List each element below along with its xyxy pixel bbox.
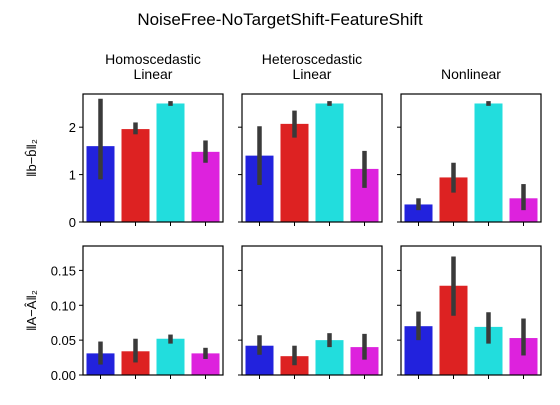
bar: [404, 204, 433, 222]
y-tick-label: 0.10: [51, 298, 76, 313]
column-titles: HomoscedasticLinearHeteroscedasticLinear…: [105, 51, 501, 82]
column-title: Nonlinear: [441, 66, 501, 82]
axes-frame: [400, 93, 542, 223]
bar: [121, 351, 150, 375]
y-axis-label: ‖b−b̂‖₂: [24, 139, 39, 177]
bar: [474, 103, 503, 222]
column-title: Linear: [134, 66, 173, 82]
axes-frame: [82, 93, 224, 223]
y-tick-label: 0.05: [51, 333, 76, 348]
panel-r0-c2: [397, 93, 542, 226]
y-tick-label: 1: [69, 168, 76, 183]
bar: [280, 356, 309, 375]
y-tick-label: 2: [69, 120, 76, 135]
bar: [156, 338, 185, 375]
figure-title: NoiseFree-NoTargetShift-FeatureShift: [137, 10, 423, 29]
bar: [191, 151, 220, 222]
panel-r0-c1: [238, 93, 383, 226]
bar: [191, 353, 220, 375]
column-title: Linear: [293, 66, 332, 82]
axes-frame: [400, 245, 542, 376]
y-axis-label: ‖A−Â‖₂: [24, 290, 39, 331]
panel-r1-c1: [238, 245, 383, 379]
bar: [280, 123, 309, 222]
axes-frame: [241, 245, 383, 376]
axes-frame: [82, 245, 224, 376]
bar: [121, 129, 150, 222]
bar: [156, 103, 185, 222]
panels: 0 1 2 0.00 0.05 0.10 0.15: [51, 93, 542, 383]
panel-r1-c0: 0.00 0.05 0.10 0.15: [51, 245, 224, 383]
row-labels: ‖b−b̂‖₂ ‖A−Â‖₂: [24, 139, 39, 331]
panel-r1-c2: [397, 245, 542, 379]
y-tick-label: 0.15: [51, 263, 76, 278]
column-title: Homoscedastic: [105, 51, 201, 67]
y-tick-label: 0: [69, 215, 76, 230]
y-tick-label: 0.00: [51, 368, 76, 383]
bar: [315, 103, 344, 222]
column-title: Heteroscedastic: [262, 51, 362, 67]
axes-frame: [241, 93, 383, 223]
panel-r0-c0: 0 1 2: [69, 93, 224, 230]
